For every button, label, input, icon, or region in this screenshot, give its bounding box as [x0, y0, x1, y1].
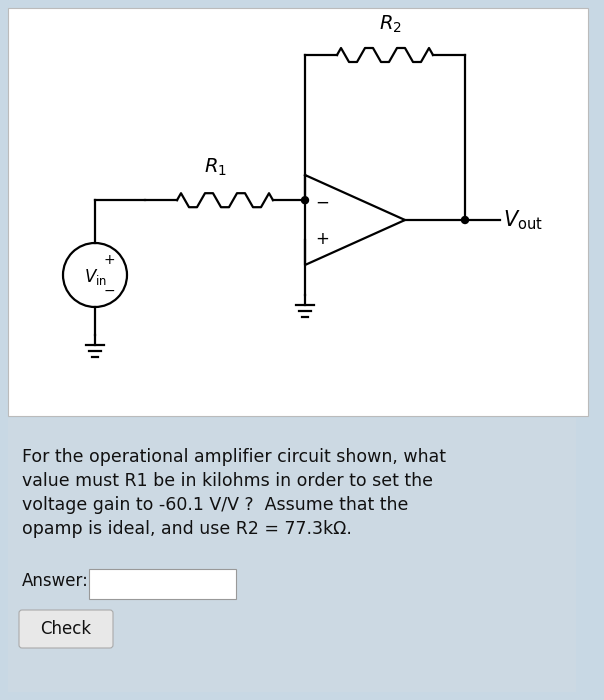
Text: voltage gain to -60.1 V/V ?  Assume that the: voltage gain to -60.1 V/V ? Assume that … — [22, 496, 408, 514]
Text: $V_{\rm in}$: $V_{\rm in}$ — [83, 267, 106, 287]
Text: Answer:: Answer: — [22, 572, 89, 590]
Bar — [8, 418, 576, 692]
Text: opamp is ideal, and use R2 = 77.3kΩ.: opamp is ideal, and use R2 = 77.3kΩ. — [22, 520, 352, 538]
FancyBboxPatch shape — [89, 569, 236, 599]
Text: Check: Check — [40, 620, 92, 638]
Bar — [8, 8, 588, 416]
Text: $V_{\rm out}$: $V_{\rm out}$ — [503, 208, 543, 232]
Text: $-$: $-$ — [103, 283, 115, 297]
Text: $R_2$: $R_2$ — [379, 14, 402, 35]
Text: For the operational amplifier circuit shown, what: For the operational amplifier circuit sh… — [22, 448, 446, 466]
Text: $+$: $+$ — [103, 253, 115, 267]
FancyBboxPatch shape — [19, 610, 113, 648]
Text: value must R1 be in kilohms in order to set the: value must R1 be in kilohms in order to … — [22, 472, 433, 490]
Text: $R_1$: $R_1$ — [204, 157, 226, 178]
Text: $-$: $-$ — [315, 193, 329, 210]
Text: $+$: $+$ — [315, 230, 329, 248]
Circle shape — [461, 216, 469, 223]
Circle shape — [301, 197, 309, 204]
